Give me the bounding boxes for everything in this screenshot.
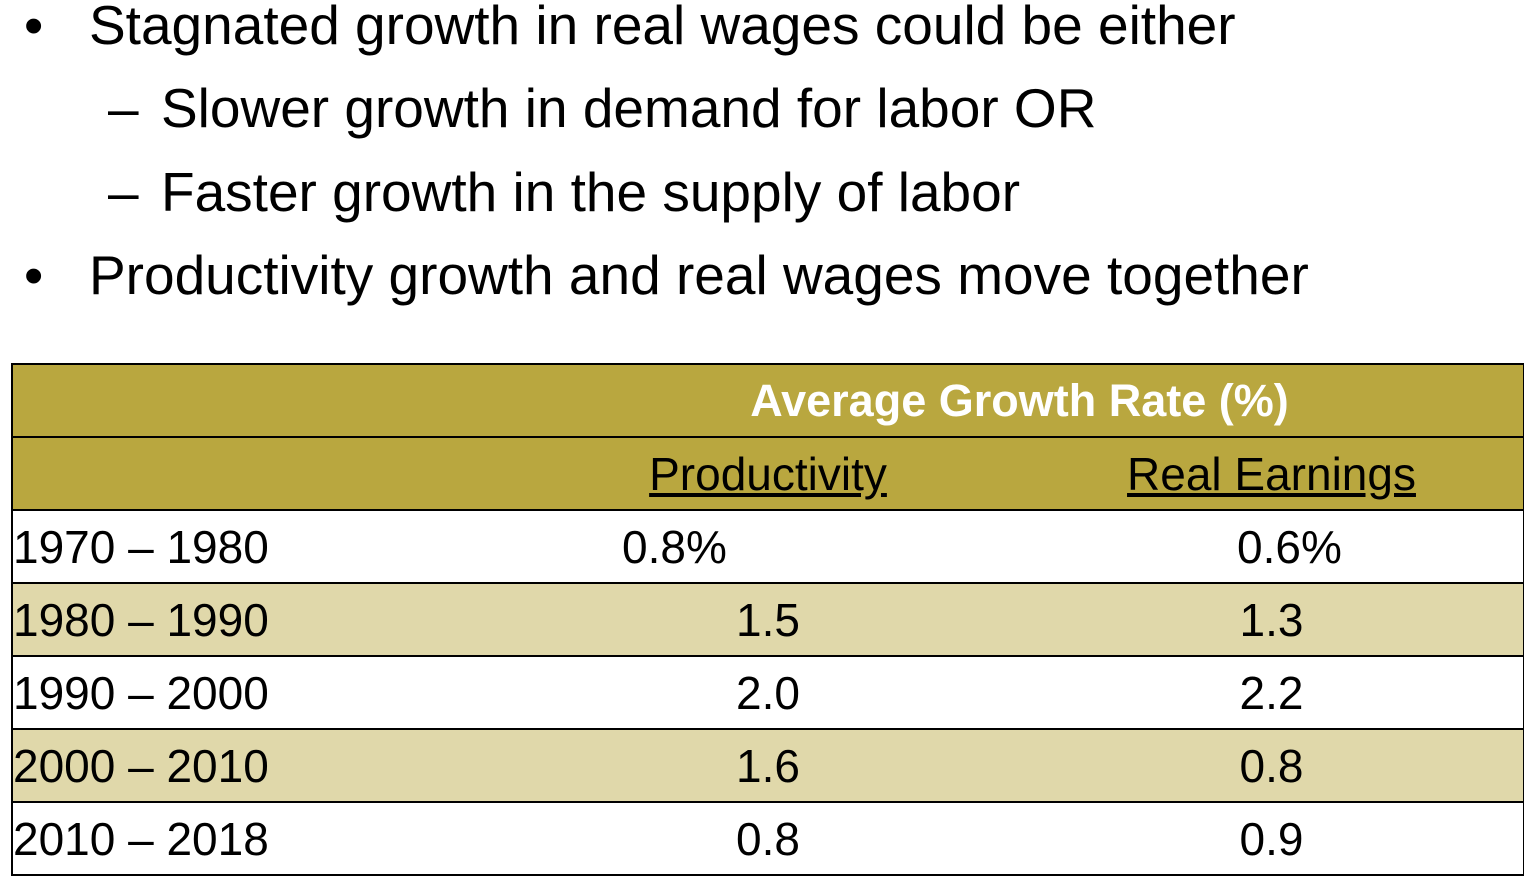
- column-header-real-earnings: Real Earnings: [1020, 436, 1524, 511]
- productivity-cell: 1.5: [516, 582, 1020, 657]
- bullet-marker: •: [24, 244, 44, 306]
- growth-rate-table: Average Growth Rate (%) Productivity Rea…: [11, 363, 1524, 876]
- period-cell: 2000 – 2010: [11, 728, 516, 803]
- real-earnings-cell: 0.6%: [1020, 509, 1524, 584]
- productivity-cell: 1.6: [516, 728, 1020, 803]
- dash-marker: –: [108, 161, 139, 223]
- productivity-cell: 0.8: [516, 801, 1020, 876]
- group-header-title: Average Growth Rate (%): [516, 363, 1524, 438]
- real-earnings-cell: 1.3: [1020, 582, 1524, 657]
- bullet-text: Productivity growth and real wages move …: [89, 244, 1309, 306]
- bullet-text: Stagnated growth in real wages could be …: [89, 0, 1236, 56]
- period-cell: 2010 – 2018: [11, 801, 516, 876]
- column-header-productivity: Productivity: [516, 436, 1020, 511]
- period-cell: 1970 – 1980: [11, 509, 516, 584]
- table-column-header-row: Productivity Real Earnings: [11, 436, 1524, 511]
- empty-header-cell: [11, 436, 516, 511]
- real-earnings-cell: 0.8: [1020, 728, 1524, 803]
- bullet-marker: •: [24, 0, 44, 56]
- sub-bullet-text: Faster growth in the supply of labor: [161, 161, 1021, 223]
- dash-marker: –: [108, 77, 139, 139]
- table-row: 1990 – 2000 2.0 2.2: [11, 655, 1524, 730]
- productivity-cell: 2.0: [516, 655, 1020, 730]
- table-row: 2010 – 2018 0.8 0.9: [11, 801, 1524, 876]
- real-earnings-cell: 2.2: [1020, 655, 1524, 730]
- table-row: 2000 – 2010 1.6 0.8: [11, 728, 1524, 803]
- sub-bullet-text: Slower growth in demand for labor OR: [161, 77, 1097, 139]
- table-row: 1980 – 1990 1.5 1.3: [11, 582, 1524, 657]
- table-group-header-row: Average Growth Rate (%): [11, 363, 1524, 438]
- empty-header-cell: [11, 363, 516, 438]
- table-row: 1970 – 1980 0.8% 0.6%: [11, 509, 1524, 584]
- period-cell: 1990 – 2000: [11, 655, 516, 730]
- period-cell: 1980 – 1990: [11, 582, 516, 657]
- productivity-cell: 0.8%: [516, 509, 1020, 584]
- real-earnings-cell: 0.9: [1020, 801, 1524, 876]
